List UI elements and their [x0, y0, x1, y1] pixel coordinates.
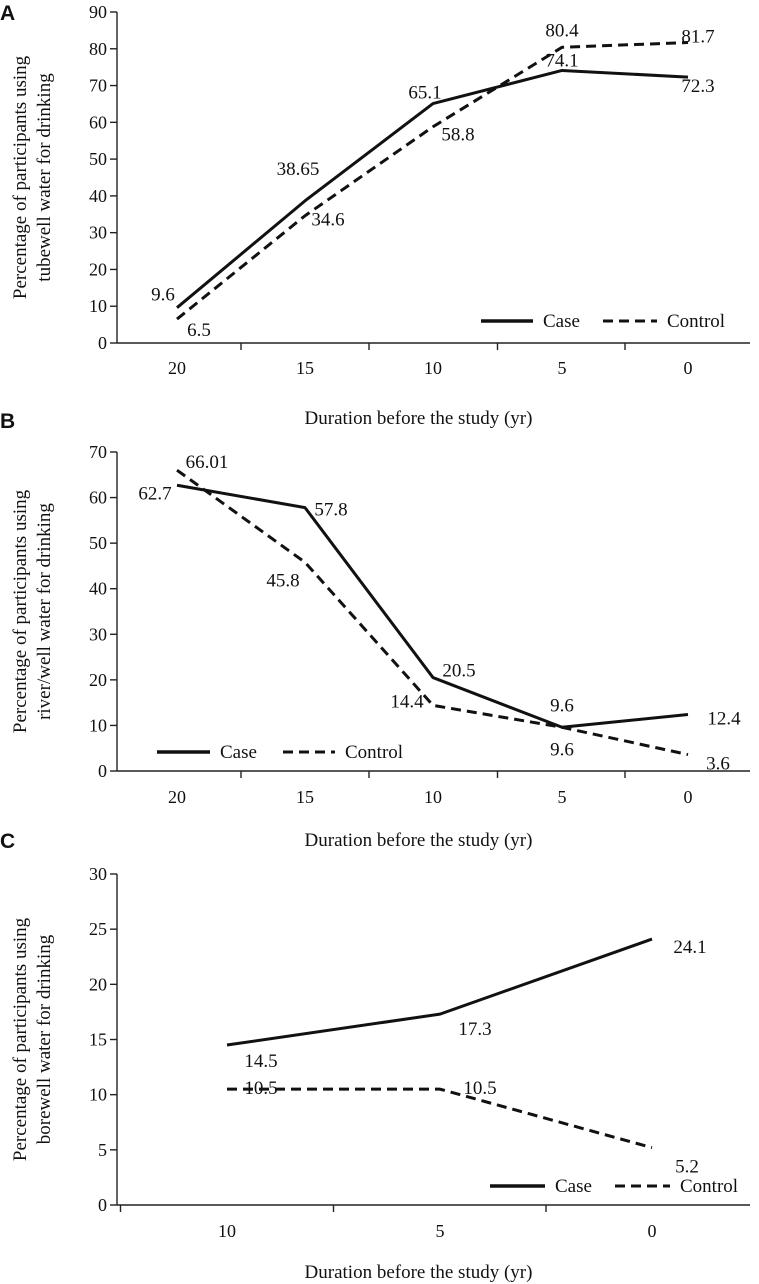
legend-label-control: Control	[680, 1176, 738, 1197]
data-label: 45.8	[266, 570, 299, 591]
data-label: 3.6	[706, 754, 730, 775]
series-line-case	[176, 68, 689, 309]
y-tick-label: 30	[89, 223, 107, 243]
legend-label-case: Case	[543, 311, 580, 332]
data-label: 10.5	[244, 1078, 277, 1099]
data-label: 66.01	[186, 452, 229, 473]
legend-label-control: Control	[345, 742, 403, 763]
panel-a-letter: A	[0, 2, 15, 25]
y-axis-title-line: tubewell water for drinking	[34, 73, 55, 282]
data-label: 10.5	[463, 1078, 496, 1099]
data-label: 80.4	[545, 20, 579, 41]
y-tick-label: 70	[89, 442, 107, 462]
panel-c: C 0 5 10 15 20 25 30 10 5 0 Duration before the st…	[0, 830, 750, 1283]
data-label: 9.6	[550, 695, 574, 716]
data-label: 74.1	[545, 50, 578, 71]
series-line-control	[176, 468, 689, 757]
y-tick-label: 25	[89, 919, 107, 939]
y-axis-title-line: Percentage of participants using	[10, 55, 31, 299]
y-tick-label: 10	[89, 1085, 107, 1105]
panel-b-letter: B	[0, 410, 15, 433]
data-label: 5.2	[675, 1157, 699, 1178]
x-axis-title: Duration before the study (yr)	[305, 1262, 533, 1283]
data-label: 17.3	[458, 1019, 491, 1040]
data-label: 38.65	[277, 159, 320, 180]
x-tick-label: 15	[296, 787, 314, 807]
x-tick-label: 0	[684, 358, 693, 378]
data-label: 14.5	[244, 1051, 277, 1072]
data-label: 24.1	[673, 937, 706, 958]
x-tick-label: 5	[558, 787, 567, 807]
data-label: 58.8	[441, 125, 474, 146]
y-tick-label: 20	[89, 670, 107, 690]
data-label: 20.5	[442, 661, 475, 682]
x-tick-label: 15	[296, 358, 314, 378]
y-axis-title-line: Percentage of participants using	[10, 489, 31, 733]
y-tick-label: 50	[89, 533, 107, 553]
y-axis-title-line: river/well water for drinking	[34, 503, 55, 720]
y-tick-label: 5	[98, 1140, 107, 1160]
data-label: 9.6	[550, 739, 574, 760]
y-tick-label: 60	[89, 112, 107, 132]
panel-c-letter: C	[0, 830, 15, 853]
y-tick-label: 30	[89, 864, 107, 884]
y-tick-label: 0	[98, 333, 107, 353]
data-label: 62.7	[138, 483, 171, 504]
x-tick-label: 5	[436, 1221, 445, 1241]
y-tick-label: 15	[89, 1030, 107, 1050]
data-label: 9.6	[151, 285, 175, 306]
y-tick-label: 10	[89, 296, 107, 316]
y-tick-label: 20	[89, 259, 107, 279]
data-label: 57.8	[314, 500, 347, 521]
legend-label-case: Case	[555, 1176, 592, 1197]
legend-label-case: Case	[220, 742, 257, 763]
x-axis-title: Duration before the study (yr)	[305, 830, 533, 851]
series-line-case	[226, 937, 653, 1047]
x-tick-label: 5	[558, 358, 567, 378]
y-tick-label: 0	[98, 1195, 107, 1215]
series-line-control	[227, 1087, 653, 1150]
x-tick-label: 10	[424, 787, 442, 807]
data-label: 81.7	[681, 27, 714, 48]
data-label: 14.4	[390, 691, 424, 712]
x-axis-title: Duration before the study (yr)	[305, 408, 533, 429]
y-tick-label: 20	[89, 974, 107, 994]
y-tick-label: 50	[89, 149, 107, 169]
x-tick-label: 0	[684, 787, 693, 807]
x-tick-label: 0	[648, 1221, 657, 1241]
y-tick-label: 80	[89, 39, 107, 59]
data-label: 72.3	[681, 76, 714, 97]
y-axis-title-line: Percentage of participants using	[10, 917, 31, 1161]
data-label: 6.5	[187, 320, 211, 341]
y-tick-label: 40	[89, 186, 107, 206]
y-tick-label: 0	[98, 761, 107, 781]
series-line-control	[176, 41, 689, 321]
y-tick-label: 30	[89, 624, 107, 644]
y-tick-label: 60	[89, 488, 107, 508]
data-label: 65.1	[408, 83, 441, 104]
series-line-case	[176, 483, 689, 729]
x-tick-label: 20	[168, 358, 186, 378]
y-tick-label: 70	[89, 76, 107, 96]
y-tick-label: 90	[89, 2, 107, 22]
data-label: 34.6	[311, 210, 344, 231]
y-tick-label: 10	[89, 715, 107, 735]
x-tick-label: 10	[424, 358, 442, 378]
data-label: 12.4	[707, 708, 741, 729]
legend-label-control: Control	[667, 311, 725, 332]
y-tick-label: 40	[89, 579, 107, 599]
x-tick-label: 20	[168, 787, 186, 807]
x-tick-label: 10	[218, 1221, 236, 1241]
y-axis-title-line: borewell water for drinking	[34, 934, 55, 1144]
